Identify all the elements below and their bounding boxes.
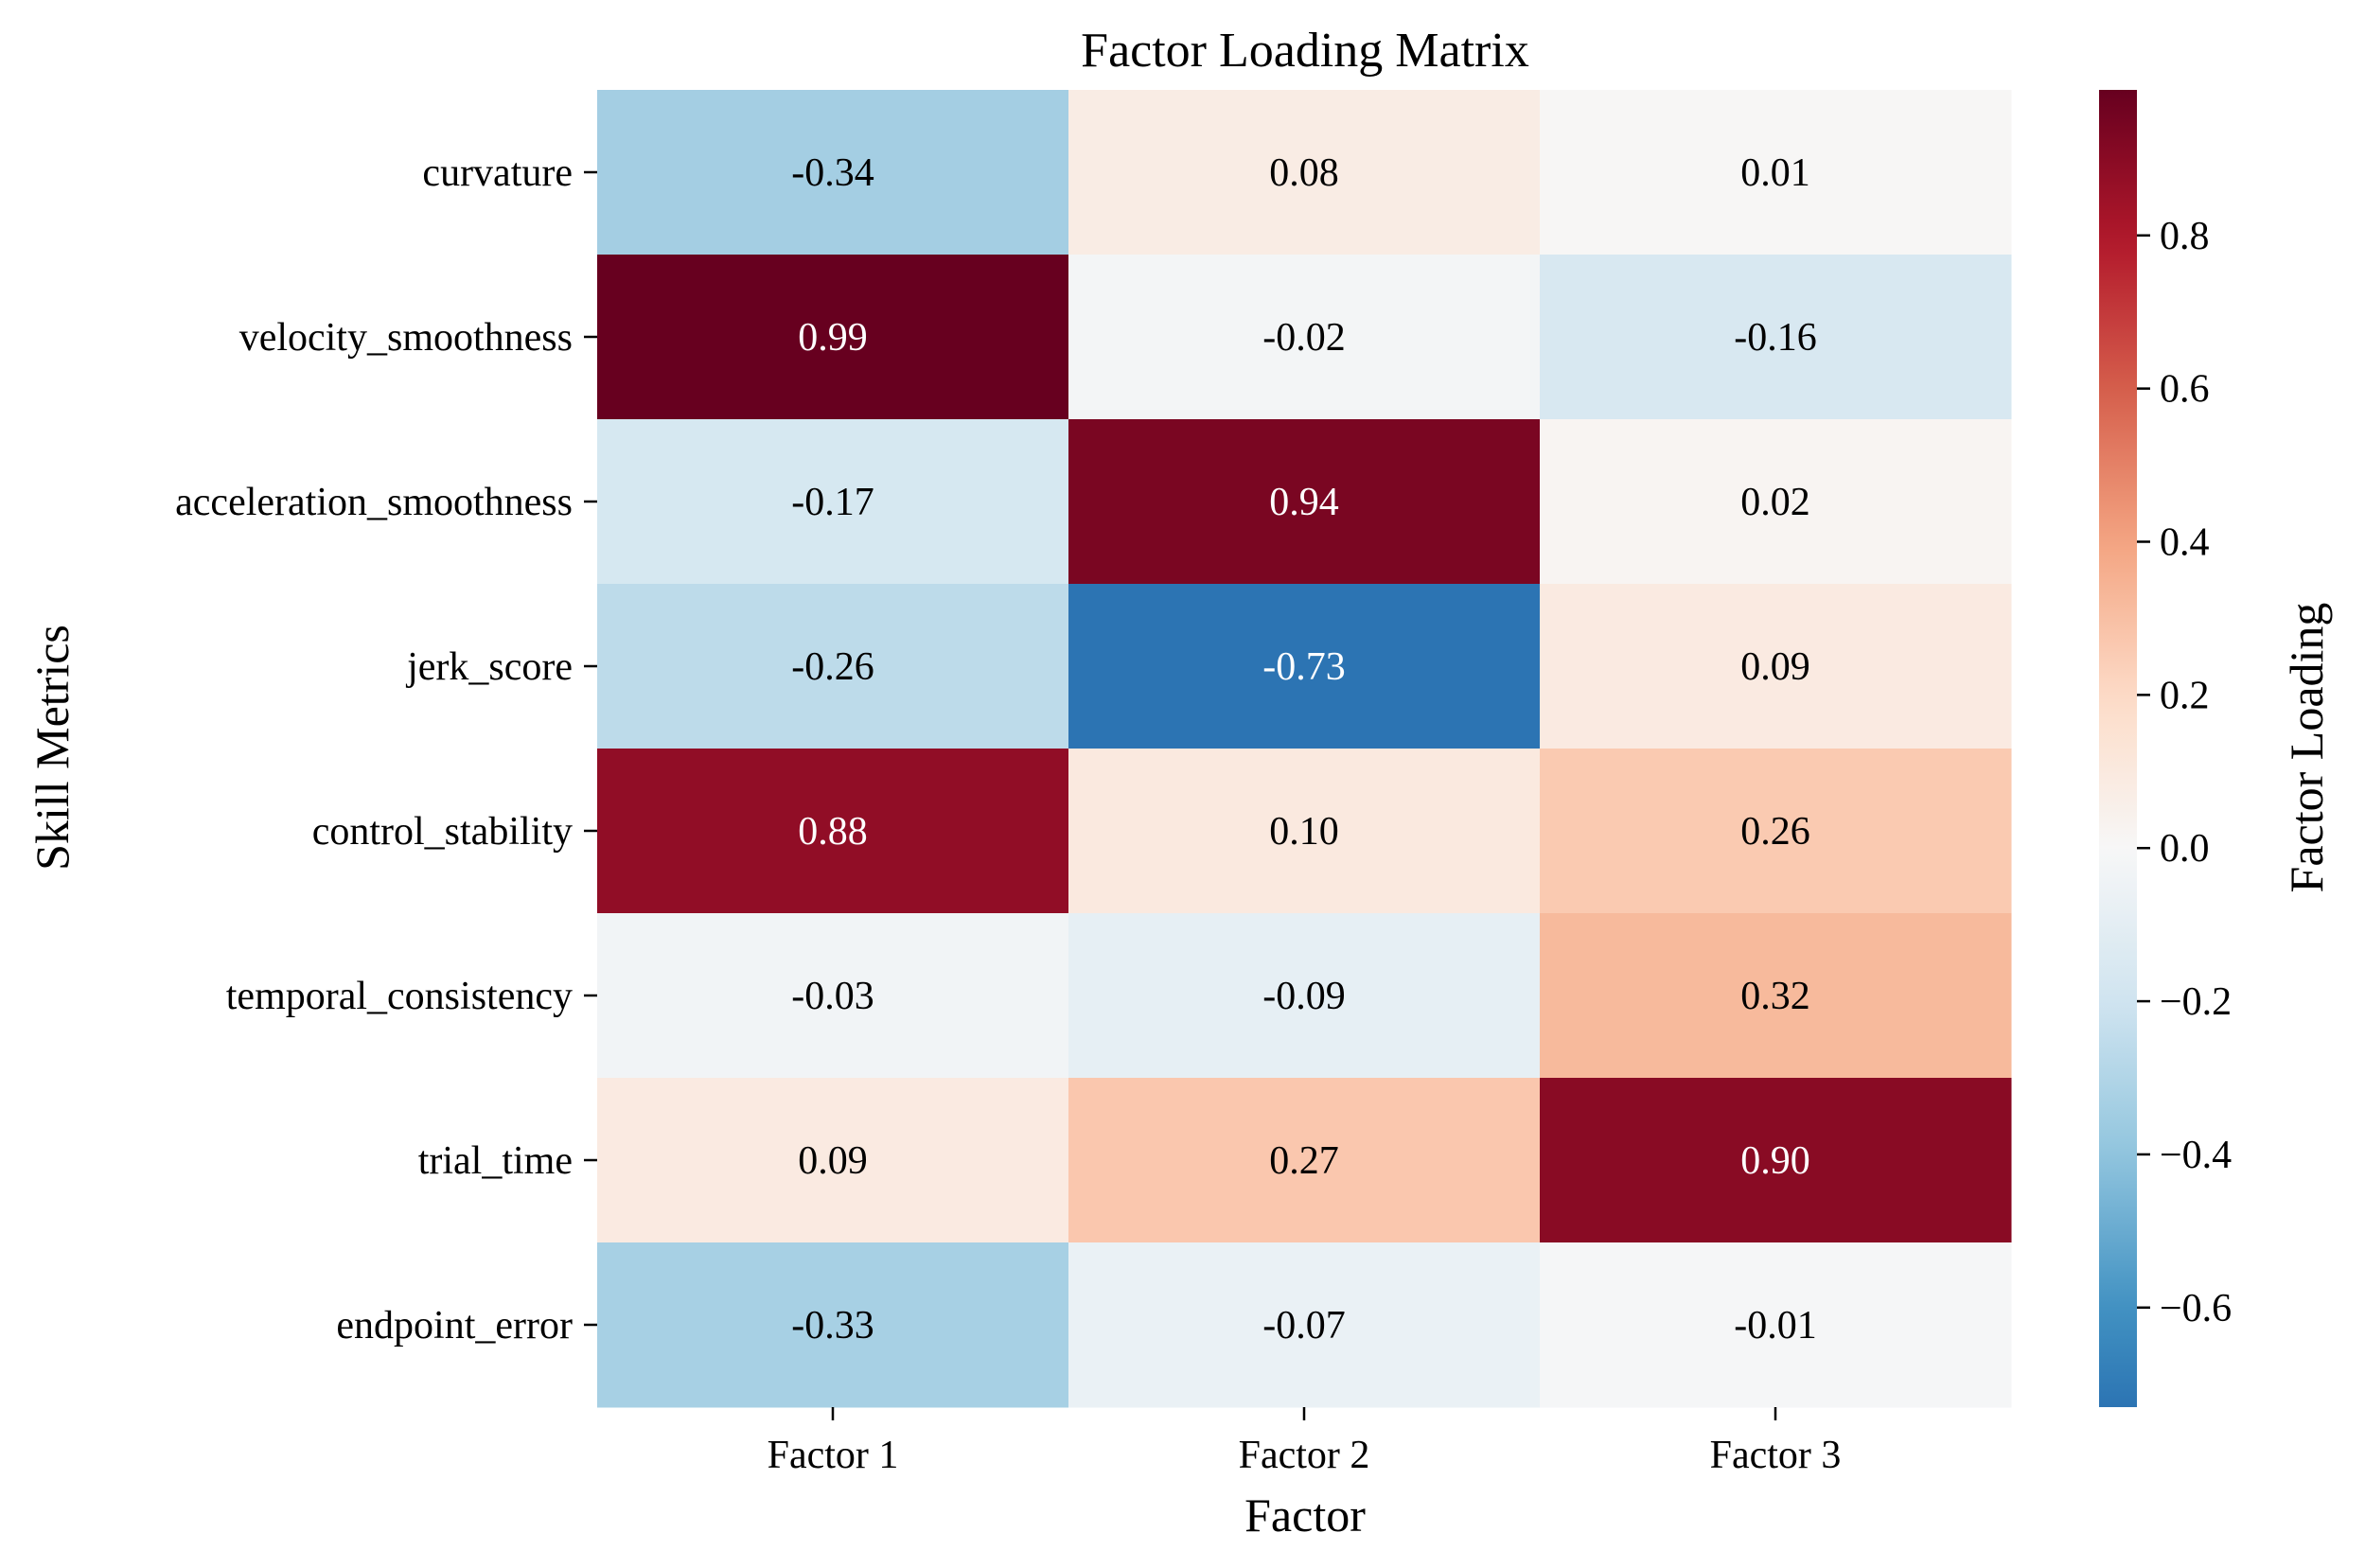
cell-value-label: 0.32: [1740, 975, 1810, 1018]
cell-value-label: -0.07: [1262, 1304, 1346, 1348]
cell-value-label: 0.27: [1269, 1139, 1339, 1183]
heatmap-cell: [1540, 255, 2012, 420]
heatmap-cell: [1540, 584, 2012, 749]
cell-value-label: 0.99: [798, 316, 868, 360]
heatmap-cell: [597, 584, 1069, 749]
colorbar-label: Factor Loading: [2280, 603, 2333, 893]
colorbar-gradient: [2099, 90, 2137, 1407]
colorbar-tick-label: 0.4: [2160, 520, 2210, 564]
y-tick-label: endpoint_error: [336, 1304, 573, 1348]
cell-value-label: -0.16: [1734, 316, 1817, 360]
cell-value-label: -0.01: [1734, 1304, 1817, 1348]
chart-title: Factor Loading Matrix: [1081, 24, 1529, 78]
y-tick-label: jerk_score: [405, 645, 573, 689]
x-tick-label: Factor 3: [1710, 1434, 1842, 1477]
heatmap-cell: [597, 749, 1069, 914]
cell-value-label: 0.10: [1269, 810, 1339, 854]
x-tick-label: Factor 2: [1239, 1434, 1370, 1477]
cell-value-label: -0.03: [791, 975, 874, 1018]
colorbar-tick-label: 0.6: [2160, 368, 2210, 412]
cell-value-label: 0.26: [1740, 810, 1810, 854]
cell-value-label: 0.02: [1740, 481, 1810, 524]
cell-value-label: -0.02: [1262, 316, 1346, 360]
heatmap-cell: [1540, 419, 2012, 585]
heatmap-cell: [1540, 913, 2012, 1079]
y-axis-label: Skill Metrics: [26, 625, 79, 871]
heatmap-cell: [1068, 749, 1541, 914]
heatmap-cell: [597, 1242, 1069, 1408]
x-tick-label: Factor 1: [768, 1434, 899, 1477]
colorbar-tick-label: −0.6: [2160, 1287, 2232, 1330]
cell-value-label: 0.94: [1269, 481, 1339, 524]
cell-value-label: 0.90: [1740, 1139, 1810, 1183]
colorbar-tick-label: 0.2: [2160, 674, 2210, 717]
y-tick-label: temporal_consistency: [226, 975, 573, 1018]
heatmap-cell: [1540, 1078, 2012, 1243]
x-axis-label: Factor: [1244, 1489, 1366, 1542]
heatmap-cell: [1068, 1242, 1541, 1408]
cell-value-label: 0.01: [1740, 151, 1810, 195]
heatmap-cell: [1540, 1242, 2012, 1408]
heatmap-cell: [1068, 913, 1541, 1079]
cell-value-label: -0.73: [1262, 645, 1346, 689]
y-tick-label: curvature: [422, 151, 573, 195]
heatmap-cell: [597, 419, 1069, 585]
cell-value-label: -0.33: [791, 1304, 874, 1348]
cell-value-label: -0.34: [791, 151, 874, 195]
heatmap-cell: [1540, 90, 2012, 255]
heatmap-cell: [1540, 749, 2012, 914]
heatmap-cell: [1068, 255, 1541, 420]
cell-value-label: 0.08: [1269, 151, 1339, 195]
cell-value-label: -0.17: [791, 481, 874, 524]
x-axis-ticks: Factor 1 Factor 2 Factor 3: [768, 1407, 1842, 1477]
cell-value-label: 0.88: [798, 810, 868, 854]
colorbar-tick-label: −0.4: [2160, 1134, 2232, 1177]
colorbar-tick-label: 0.0: [2160, 827, 2210, 871]
heatmap-cell: [597, 1078, 1069, 1243]
cell-value-label: -0.26: [791, 645, 874, 689]
heatmap-cell: [597, 90, 1069, 255]
heatmap-cell: [1068, 419, 1541, 585]
heatmap-cell: [1068, 584, 1541, 749]
y-tick-label: trial_time: [418, 1139, 573, 1183]
heatmap-cell: [1068, 1078, 1541, 1243]
heatmap-cell: [597, 255, 1069, 420]
cell-value-label: -0.09: [1262, 975, 1346, 1018]
heatmap-cell: [1068, 90, 1541, 255]
cell-value-label: 0.09: [798, 1139, 868, 1183]
colorbar-tick-label: −0.2: [2160, 980, 2232, 1024]
colorbar: −0.6 −0.4 −0.2 0.0 0.2 0.4 0.6 0.8: [2099, 90, 2232, 1407]
y-tick-label: acceleration_smoothness: [175, 481, 573, 524]
heatmap-cell: [597, 913, 1069, 1079]
y-tick-label: velocity_smoothness: [239, 316, 573, 360]
y-tick-label: control_stability: [312, 810, 573, 854]
y-axis-ticks: curvature velocity_smoothness acceleration…: [175, 151, 597, 1348]
cell-value-label: 0.09: [1740, 645, 1810, 689]
colorbar-tick-label: 0.8: [2160, 215, 2210, 258]
heatmap-cells: -0.34 0.08 0.01 0.99 -0.02 -0.16 -0.17 0.94 0.02…: [597, 90, 2012, 1408]
